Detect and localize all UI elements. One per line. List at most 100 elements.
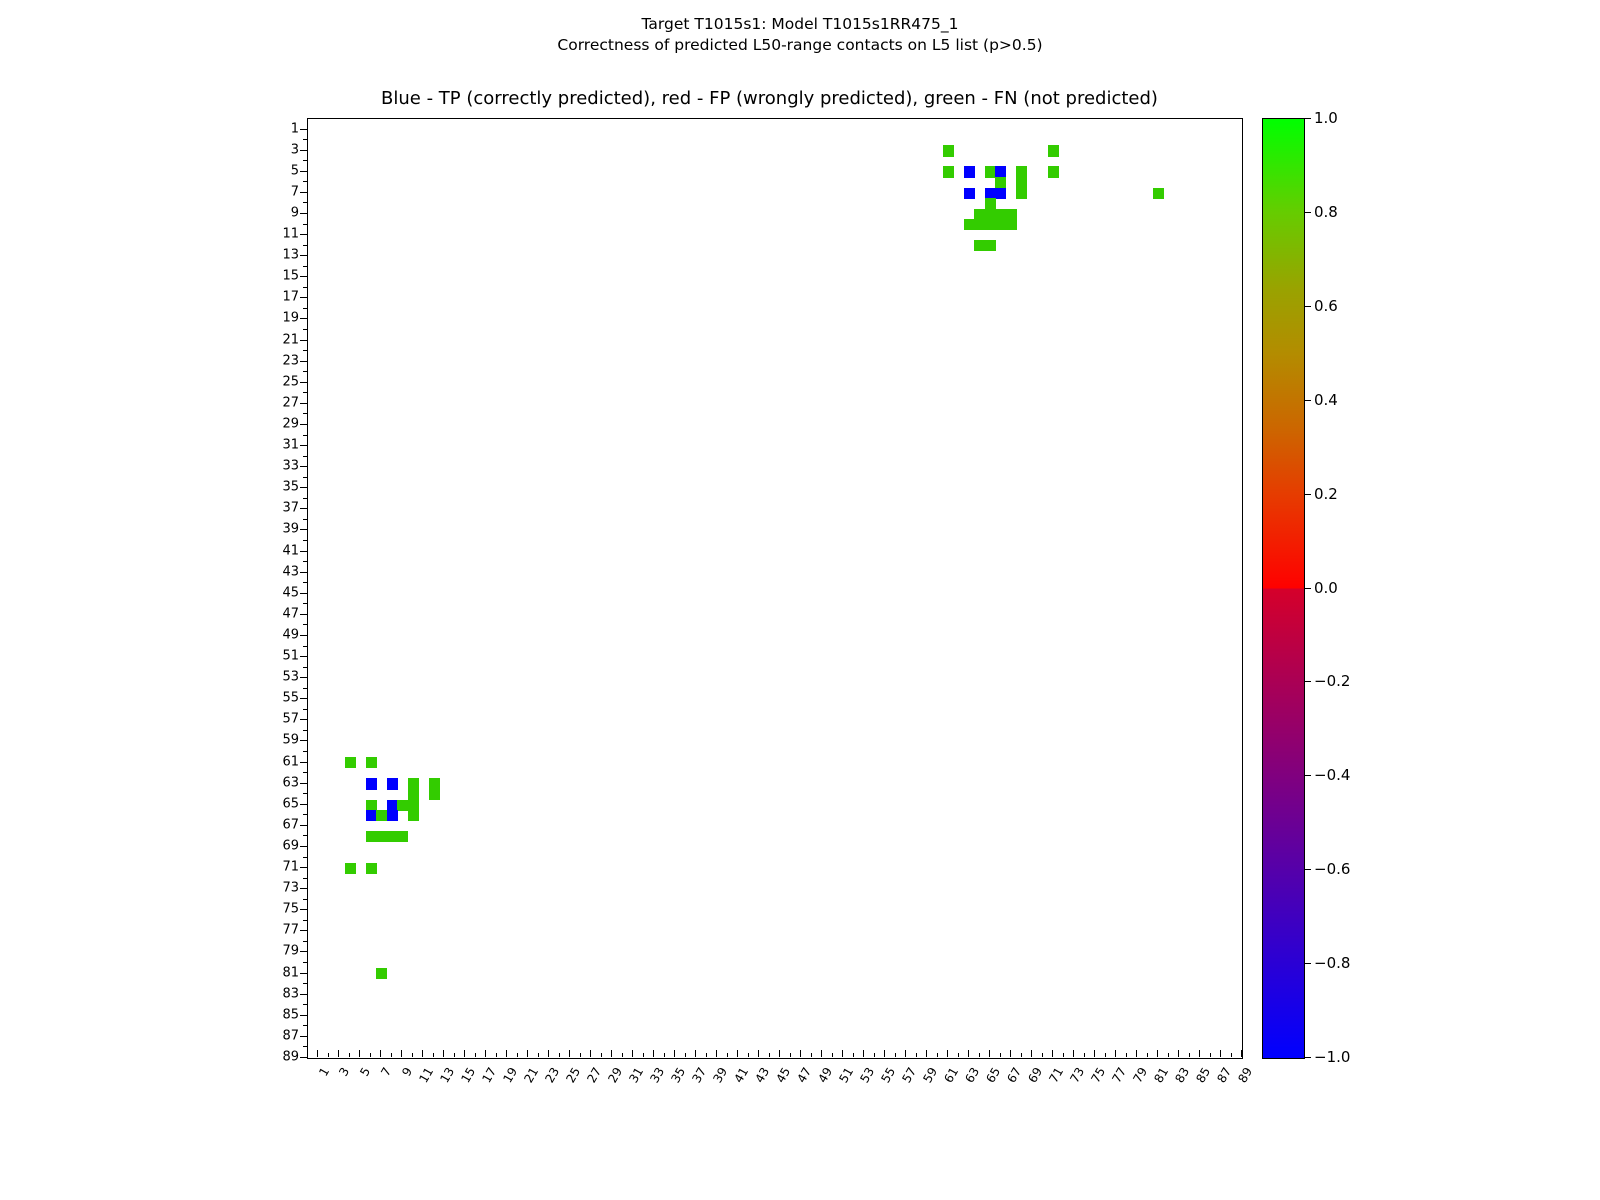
contact-cell bbox=[995, 208, 1007, 220]
y-tick-mark bbox=[303, 751, 307, 753]
y-tick-mark bbox=[303, 919, 307, 921]
x-tick-mark bbox=[873, 1053, 875, 1057]
y-tick-label: 71 bbox=[282, 859, 299, 875]
y-tick-mark bbox=[300, 972, 307, 974]
x-tick-mark bbox=[1115, 1050, 1117, 1057]
contact-cell bbox=[1047, 145, 1059, 157]
contact-cell bbox=[397, 799, 409, 811]
colorbar-tick-label: −0.8 bbox=[1314, 954, 1351, 973]
x-tick-mark bbox=[1146, 1053, 1148, 1057]
y-tick-label: 69 bbox=[282, 838, 299, 854]
y-tick-mark bbox=[300, 634, 307, 636]
x-tick-mark bbox=[716, 1050, 718, 1057]
y-tick-label: 59 bbox=[282, 732, 299, 748]
colorbar-tick-label: −1.0 bbox=[1314, 1048, 1351, 1066]
y-tick-mark bbox=[300, 1035, 307, 1037]
y-tick-mark bbox=[303, 329, 307, 330]
contact-cell bbox=[376, 968, 388, 980]
x-tick-mark bbox=[1104, 1053, 1106, 1057]
x-tick-mark bbox=[516, 1053, 518, 1057]
x-tick-mark bbox=[548, 1050, 550, 1057]
y-tick-mark bbox=[303, 265, 307, 267]
x-tick-mark bbox=[768, 1053, 770, 1057]
contact-cell bbox=[386, 778, 398, 790]
x-tick-mark bbox=[506, 1050, 508, 1057]
contact-map-plot[interactable] bbox=[307, 118, 1243, 1059]
x-tick-mark bbox=[894, 1053, 896, 1057]
contact-cell bbox=[386, 799, 398, 811]
y-tick-mark bbox=[303, 307, 307, 309]
y-tick-mark bbox=[303, 350, 307, 352]
contact-cell bbox=[942, 166, 954, 178]
y-tick-mark bbox=[300, 803, 307, 805]
contact-cell bbox=[386, 831, 398, 843]
y-tick-mark bbox=[300, 550, 307, 552]
contact-cell bbox=[386, 810, 398, 822]
y-tick-mark bbox=[300, 339, 307, 341]
y-tick-mark bbox=[303, 729, 307, 731]
x-tick-mark bbox=[737, 1050, 739, 1057]
y-tick-mark bbox=[303, 708, 307, 710]
contact-cell bbox=[376, 831, 388, 843]
contact-cell bbox=[1016, 187, 1028, 199]
contact-cell bbox=[1016, 166, 1028, 178]
y-tick-label: 63 bbox=[282, 775, 299, 791]
x-axis-labels: 1 3 5 7 9 11 13 15 17 19 21 23 25 27 29 31 33 35 37 39 41 43 4… bbox=[307, 1063, 1267, 1153]
colorbar-gradient bbox=[1262, 118, 1305, 1059]
contact-cell bbox=[974, 240, 986, 252]
y-tick-mark bbox=[300, 824, 307, 826]
y-tick-label: 43 bbox=[282, 564, 299, 580]
colorbar-tick-label: −0.6 bbox=[1314, 860, 1351, 879]
x-tick-mark bbox=[905, 1050, 907, 1057]
contact-cell bbox=[365, 778, 377, 790]
x-tick-mark bbox=[527, 1050, 529, 1057]
y-tick-mark bbox=[303, 434, 307, 436]
x-tick-mark bbox=[1125, 1053, 1127, 1057]
contact-cell bbox=[995, 166, 1007, 178]
contact-cell bbox=[344, 757, 356, 769]
x-tick-mark bbox=[1199, 1050, 1201, 1057]
y-tick-mark bbox=[300, 318, 307, 320]
x-tick-mark bbox=[674, 1050, 676, 1057]
contact-cell bbox=[984, 219, 996, 231]
y-tick-mark bbox=[303, 160, 307, 162]
contact-cell bbox=[984, 240, 996, 252]
y-axis-labels: 1 3 5 7 9 11 13 15 17 19 21 23 25 27 29 31 33 35 37 39 41 43 4… bbox=[237, 118, 303, 1064]
y-tick-label: 75 bbox=[282, 901, 299, 917]
y-tick-mark bbox=[303, 223, 307, 225]
contact-cell bbox=[344, 862, 356, 874]
y-tick-label: 9 bbox=[290, 205, 299, 221]
y-tick-mark bbox=[300, 845, 307, 847]
contact-cell bbox=[984, 208, 996, 220]
y-tick-label: 7 bbox=[290, 184, 299, 200]
y-tick-label: 41 bbox=[282, 543, 299, 559]
y-tick-label: 13 bbox=[282, 247, 299, 263]
y-tick-label: 51 bbox=[282, 648, 299, 664]
contact-cell bbox=[963, 187, 975, 199]
x-tick-mark bbox=[632, 1050, 634, 1057]
x-tick-mark bbox=[621, 1053, 623, 1057]
y-tick-label: 5 bbox=[290, 163, 299, 179]
y-tick-mark bbox=[303, 687, 307, 689]
x-tick-mark bbox=[642, 1053, 644, 1057]
x-tick-mark bbox=[1094, 1050, 1096, 1057]
x-tick-mark bbox=[390, 1053, 392, 1057]
x-tick-mark bbox=[485, 1050, 487, 1057]
x-tick-mark bbox=[684, 1053, 686, 1057]
x-tick-mark bbox=[978, 1053, 980, 1057]
y-tick-label: 45 bbox=[282, 585, 299, 601]
y-tick-mark bbox=[303, 983, 307, 985]
y-tick-mark bbox=[303, 476, 307, 478]
colorbar-tick-label: 0.6 bbox=[1314, 296, 1338, 315]
y-tick-mark bbox=[303, 181, 307, 183]
y-tick-mark bbox=[300, 909, 307, 911]
y-tick-mark bbox=[300, 508, 307, 510]
y-tick-mark bbox=[300, 212, 307, 214]
contact-cell bbox=[428, 788, 440, 801]
x-tick-mark bbox=[369, 1053, 371, 1057]
x-tick-mark bbox=[947, 1050, 949, 1057]
contact-cell bbox=[407, 778, 419, 790]
x-tick-mark bbox=[1209, 1053, 1211, 1057]
colorbar-tick-labels: 1.0 0.8 0.6 0.4 0.2 0.0 −0.2 −0.4 −0.6 −0.8 −1.0 bbox=[1314, 109, 1404, 1066]
x-tick-mark bbox=[821, 1050, 823, 1057]
